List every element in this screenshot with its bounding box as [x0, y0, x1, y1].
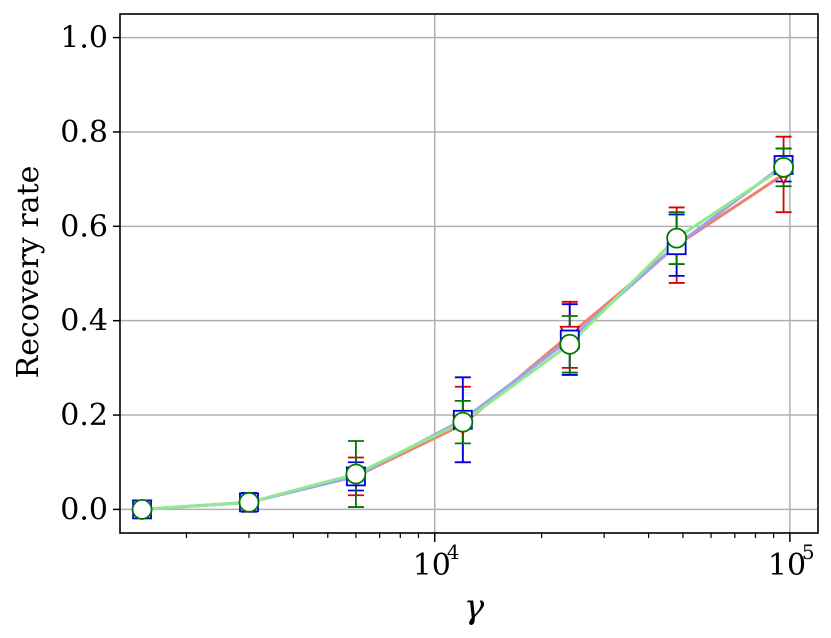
x-tick-label: 105: [768, 540, 815, 583]
grid: [120, 14, 818, 533]
x-tick-base: 10: [413, 548, 451, 583]
y-tick-label: 0.6: [60, 209, 108, 244]
y-tick-label: 0.0: [60, 492, 108, 527]
x-tick-exponent: 4: [447, 540, 460, 564]
y-tick-label: 0.4: [60, 304, 108, 339]
data-point-circle: [773, 156, 794, 178]
data-point-circle: [452, 411, 474, 433]
data-point-circle: [666, 227, 688, 249]
y-axis-label: Recovery rate: [11, 166, 46, 379]
data-point-circle: [238, 491, 260, 513]
y-tick-label: 0.2: [60, 398, 108, 433]
y-tick-label: 0.8: [60, 115, 108, 150]
data-point-circle: [559, 333, 581, 355]
plot-frame: [119, 13, 819, 534]
data-point-circle: [345, 463, 367, 485]
x-tick-exponent: 5: [802, 540, 815, 564]
x-tick-base: 10: [768, 548, 806, 583]
series-layer: [131, 135, 795, 521]
y-tick-label: 1.0: [60, 21, 108, 56]
data-point-circle: [131, 499, 153, 520]
x-axis-label: γ: [464, 587, 485, 627]
x-tick-label: 104: [413, 540, 460, 583]
